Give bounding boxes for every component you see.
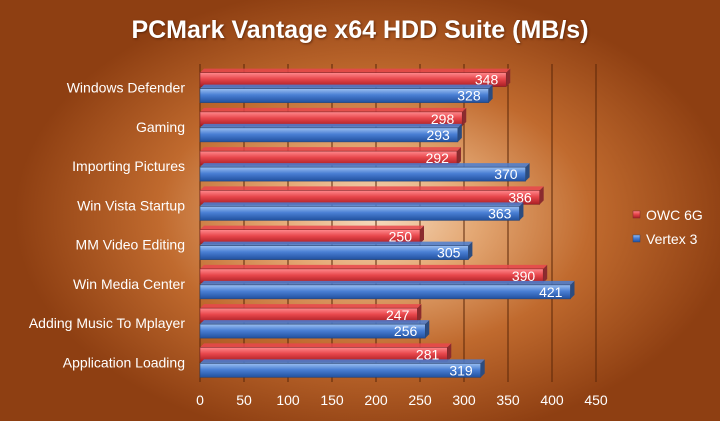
data-label: 247 <box>386 307 410 323</box>
category-label: MM Video Editing <box>76 237 185 253</box>
x-tick-label: 350 <box>496 392 520 408</box>
bar-top-face <box>200 147 461 152</box>
legend-swatch <box>632 210 641 219</box>
bar-side-face <box>468 241 473 260</box>
bar-side-face <box>457 123 462 142</box>
data-label: 421 <box>539 284 563 300</box>
bar-side-face <box>456 147 461 166</box>
data-label: 348 <box>475 72 499 88</box>
x-tick-label: 100 <box>276 392 300 408</box>
x-tick-label: 450 <box>584 392 608 408</box>
bar-vertex-3 <box>199 166 526 182</box>
category-label: Application Loading <box>63 354 185 370</box>
category-label: Win Vista Startup <box>77 197 185 213</box>
data-label: 292 <box>426 150 450 166</box>
bar-top-face <box>200 68 511 73</box>
bar-top-face <box>200 202 524 207</box>
bar-side-face <box>519 202 524 221</box>
data-label: 293 <box>426 127 450 143</box>
bar-owc-6g <box>199 111 463 127</box>
bar-side-face <box>447 343 452 362</box>
data-label: 328 <box>457 88 481 104</box>
bar-vertex-3 <box>199 363 482 378</box>
bar-owc-6g <box>199 307 418 323</box>
category-label: Gaming <box>136 119 185 135</box>
x-tick-label: 50 <box>236 392 252 408</box>
chart-title: PCMark Vantage x64 HDD Suite (MB/s) <box>131 16 589 44</box>
bar-owc-6g <box>199 229 421 244</box>
bar-side-face <box>506 68 511 87</box>
bar-top-face <box>200 359 485 364</box>
bar-side-face <box>462 107 467 126</box>
data-label: 390 <box>512 268 536 284</box>
bar-top-face <box>200 163 530 168</box>
bar-vertex-3 <box>199 127 459 143</box>
data-label: 298 <box>431 111 455 127</box>
bar-vertex-3 <box>199 206 520 221</box>
bar-owc-6g <box>199 72 507 87</box>
data-label: 250 <box>389 229 413 245</box>
legend-label: Vertex 3 <box>646 231 698 247</box>
data-label: 363 <box>488 205 512 221</box>
bar-vertex-3 <box>199 88 489 103</box>
bar-top-face <box>200 320 430 325</box>
bar-vertex-3 <box>199 323 426 339</box>
x-tick-label: 250 <box>408 392 432 408</box>
bar-owc-6g <box>199 268 544 284</box>
bar-side-face <box>570 280 575 299</box>
bar-vertex-3 <box>199 284 571 300</box>
bar-side-face <box>420 225 424 244</box>
bar-side-face <box>480 359 485 378</box>
bar-top-face <box>200 225 424 230</box>
bar-top-face <box>200 280 575 285</box>
bar-owc-6g <box>199 190 540 205</box>
bars-layer <box>199 68 575 378</box>
bar-side-face <box>543 264 548 283</box>
x-tick-label: 150 <box>320 392 344 408</box>
data-label: 256 <box>394 323 418 339</box>
bar-top-face <box>200 241 473 246</box>
data-label: 319 <box>449 362 473 378</box>
bar-side-face <box>425 320 430 339</box>
legend-label: OWC 6G <box>646 207 703 223</box>
bar-top-face <box>200 123 462 128</box>
legend-swatch <box>632 234 641 243</box>
bar-owc-6g <box>199 347 448 362</box>
category-label: Adding Music To Mplayer <box>29 315 185 331</box>
category-label: Windows Defender <box>67 80 186 96</box>
x-tick-label: 300 <box>452 392 476 408</box>
bar-side-face <box>488 84 493 103</box>
category-label: Importing Pictures <box>72 158 185 174</box>
legend: OWC 6G Vertex 3 <box>632 207 703 247</box>
bar-side-face <box>525 163 530 182</box>
data-label: 386 <box>508 189 532 205</box>
x-tick-label: 400 <box>540 392 564 408</box>
bar-owc-6g <box>199 150 458 166</box>
data-label: 305 <box>437 245 461 261</box>
data-label: 281 <box>416 346 440 362</box>
bar-top-face <box>200 186 544 191</box>
bar-top-face <box>200 84 493 89</box>
category-label: Win Media Center <box>73 276 185 292</box>
data-label: 370 <box>494 166 518 182</box>
bar-top-face <box>200 304 422 309</box>
labels-layer: 0 50 100 150 200 250 300 350 400 450 Windows Defen… <box>29 72 608 408</box>
x-tick-label: 0 <box>196 392 204 408</box>
bar-top-face <box>200 343 452 348</box>
bar-side-face <box>417 304 422 323</box>
bar-side-face <box>539 186 544 205</box>
bar-top-face <box>200 107 467 112</box>
x-tick-label: 200 <box>364 392 388 408</box>
bar-vertex-3 <box>199 245 469 260</box>
bar-top-face <box>200 264 548 269</box>
